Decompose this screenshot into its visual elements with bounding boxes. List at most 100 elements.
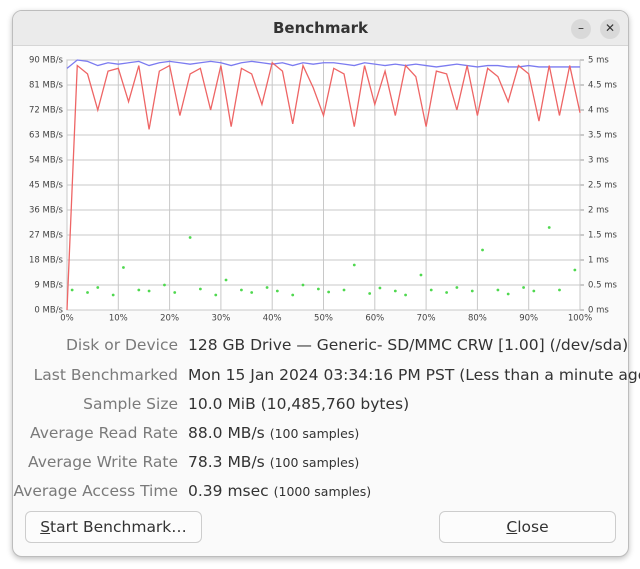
access-point bbox=[547, 226, 551, 229]
x-tick-label: 50% bbox=[314, 314, 333, 324]
info-value-group: 78.3 MB/s (100 samples) bbox=[188, 453, 359, 471]
close-button[interactable]: Close bbox=[439, 511, 616, 543]
y-tick-label: 9 MB/s bbox=[34, 281, 63, 291]
access-point bbox=[352, 263, 356, 267]
access-point bbox=[122, 266, 125, 269]
y-tick-label: 90 MB/s bbox=[29, 56, 64, 66]
access-point bbox=[404, 293, 407, 297]
access-point bbox=[291, 293, 295, 297]
minimize-button[interactable]: – bbox=[571, 19, 591, 39]
access-point bbox=[496, 288, 500, 292]
access-point bbox=[522, 286, 525, 289]
access-point bbox=[558, 288, 561, 292]
x-tick-label: 100% bbox=[568, 314, 592, 324]
access-point bbox=[275, 289, 279, 293]
x-tick-label: 90% bbox=[519, 314, 538, 324]
access-point bbox=[429, 288, 433, 292]
y-tick-label: 18 MB/s bbox=[29, 256, 64, 266]
y-tick-label: 36 MB/s bbox=[29, 206, 64, 216]
access-point bbox=[327, 290, 331, 294]
access-point bbox=[481, 248, 484, 252]
title-bar: Benchmark – ✕ bbox=[13, 11, 628, 46]
access-point bbox=[393, 289, 397, 293]
x-tick-label: 70% bbox=[417, 314, 436, 324]
access-point bbox=[470, 289, 474, 293]
info-label: Sample Size bbox=[83, 395, 178, 413]
info-value: 88.0 MB/s bbox=[188, 424, 265, 442]
access-point bbox=[96, 286, 100, 289]
info-value-group: 88.0 MB/s (100 samples) bbox=[188, 424, 359, 442]
access-point bbox=[378, 286, 382, 290]
access-point bbox=[455, 286, 459, 289]
x-tick-label: 80% bbox=[468, 314, 487, 324]
info-note: (1000 samples) bbox=[273, 484, 372, 499]
y2-tick-label: 0.5 ms bbox=[588, 281, 617, 291]
y2-tick-label: 4.5 ms bbox=[588, 81, 617, 91]
access-point bbox=[173, 291, 177, 294]
info-value-group: 0.39 msec (1000 samples) bbox=[188, 482, 371, 500]
button-label: Close bbox=[506, 518, 549, 536]
access-point bbox=[419, 273, 423, 277]
access-point bbox=[137, 288, 141, 292]
y2-tick-label: 3 ms bbox=[588, 156, 609, 166]
info-note: (100 samples) bbox=[269, 426, 360, 441]
start-benchmark-button[interactable]: Start Benchmark… bbox=[25, 511, 202, 543]
access-point bbox=[532, 289, 536, 293]
y2-tick-label: 2.5 ms bbox=[588, 181, 617, 191]
info-label: Disk or Device bbox=[65, 336, 178, 354]
close-window-button[interactable]: ✕ bbox=[600, 19, 620, 39]
access-point bbox=[301, 283, 305, 287]
x-tick-label: 60% bbox=[365, 314, 384, 324]
x-tick-label: 40% bbox=[263, 314, 282, 324]
access-point bbox=[240, 288, 243, 292]
info-value-group: 128 GB Drive — Generic- SD/MMC CRW [1.00… bbox=[188, 336, 628, 354]
x-tick-label: 20% bbox=[160, 314, 179, 324]
info-value-group: 10.0 MiB (10,485,760 bytes) bbox=[188, 395, 409, 413]
access-point bbox=[70, 288, 74, 292]
access-point bbox=[506, 292, 510, 296]
y2-tick-label: 3.5 ms bbox=[588, 131, 617, 141]
access-point bbox=[198, 287, 202, 291]
info-label: Last Benchmarked bbox=[33, 366, 178, 384]
y-tick-label: 81 MB/s bbox=[29, 81, 64, 91]
access-point bbox=[445, 291, 449, 294]
y-tick-label: 0 MB/s bbox=[34, 306, 63, 316]
y-tick-label: 27 MB/s bbox=[29, 231, 64, 241]
x-tick-label: 30% bbox=[211, 314, 230, 324]
info-value: 78.3 MB/s bbox=[188, 453, 265, 471]
series-line bbox=[66, 61, 581, 311]
x-tick-label: 0% bbox=[60, 314, 74, 324]
chart: 0 MB/s 9 MB/s 18 MB/s 27 MB/s 36 MB/s 45 MB/s… bbox=[29, 56, 617, 324]
x-tick-label: 10% bbox=[109, 314, 128, 324]
y2-tick-label: 0 ms bbox=[588, 306, 609, 316]
access-point bbox=[342, 288, 346, 292]
access-point bbox=[214, 293, 218, 297]
y-tick-label: 54 MB/s bbox=[29, 156, 64, 166]
info-label: Average Access Time bbox=[13, 482, 179, 500]
info-value-group: Mon 15 Jan 2024 03:34:16 PM PST (Less th… bbox=[188, 366, 640, 384]
series-line bbox=[66, 59, 580, 69]
access-point bbox=[250, 291, 254, 294]
y2-tick-label: 2 ms bbox=[588, 206, 609, 216]
window-title: Benchmark bbox=[273, 19, 368, 37]
access-point bbox=[265, 286, 269, 289]
access-point bbox=[224, 278, 228, 282]
access-point bbox=[111, 293, 115, 297]
access-point bbox=[573, 268, 577, 272]
access-point bbox=[86, 291, 89, 294]
access-point bbox=[147, 289, 151, 293]
y2-tick-label: 4 ms bbox=[588, 106, 609, 116]
y-tick-label: 72 MB/s bbox=[29, 106, 64, 116]
y2-tick-label: 1.5 ms bbox=[588, 231, 617, 241]
y-tick-label: 63 MB/s bbox=[29, 131, 64, 141]
y2-tick-label: 1 ms bbox=[588, 256, 609, 266]
info-label: Average Read Rate bbox=[30, 424, 178, 442]
info-value: Mon 15 Jan 2024 03:34:16 PM PST (Less th… bbox=[188, 366, 640, 384]
info-label: Average Write Rate bbox=[28, 453, 178, 471]
button-label: Start Benchmark… bbox=[40, 518, 187, 536]
access-point bbox=[163, 283, 166, 287]
access-point bbox=[188, 236, 192, 239]
access-point bbox=[368, 292, 372, 295]
y2-tick-label: 5 ms bbox=[588, 56, 609, 66]
